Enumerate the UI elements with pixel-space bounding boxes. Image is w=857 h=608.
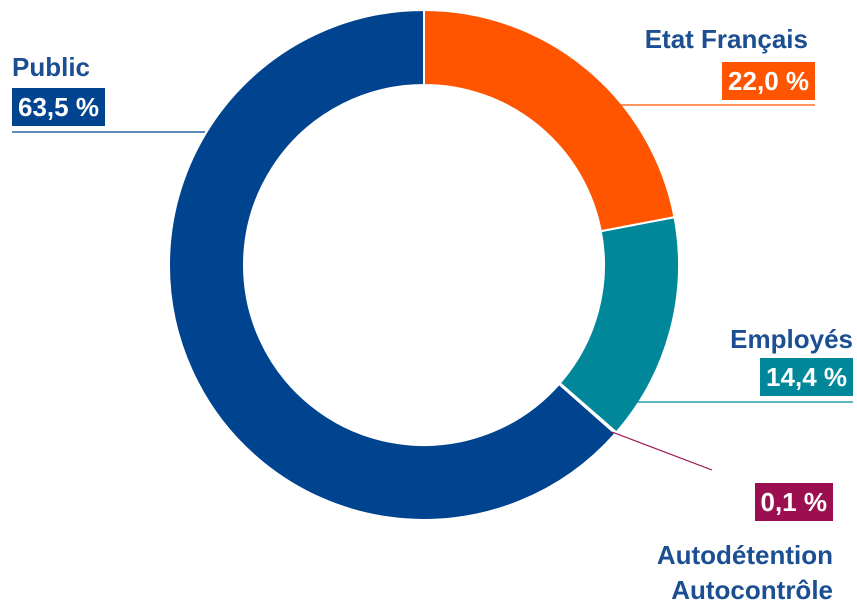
category-label: Public bbox=[12, 52, 91, 82]
donut-slice bbox=[423, 8, 676, 233]
donut-slice bbox=[168, 8, 617, 521]
value-label: 0,1 % bbox=[754, 483, 833, 521]
category-label: Employés bbox=[730, 324, 853, 354]
value-label: 22,0 % bbox=[722, 62, 815, 100]
category-label: Autodétention Autocontrôle bbox=[656, 540, 833, 605]
value-label: 14,4 % bbox=[760, 358, 853, 396]
value-label: 63,5 % bbox=[12, 88, 105, 126]
category-label: Etat Français bbox=[644, 24, 808, 54]
leader-line bbox=[611, 431, 713, 471]
